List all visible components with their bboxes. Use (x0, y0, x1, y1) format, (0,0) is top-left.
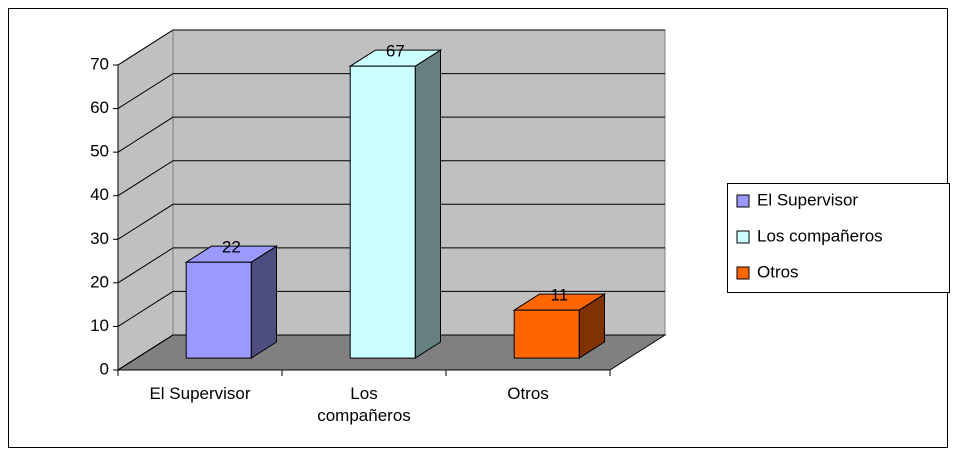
y-tick-label: 30 (90, 229, 109, 248)
side-wall (117, 29, 174, 371)
bar-side (414, 49, 441, 360)
grid-line (117, 334, 665, 371)
y-tick-label: 50 (90, 142, 109, 161)
y-tick-label: 40 (90, 185, 109, 204)
x-tick-label: Otros (507, 384, 549, 403)
grid-line (117, 203, 665, 240)
legend-swatch (736, 194, 750, 208)
grid-line (117, 116, 665, 153)
data-label: 67 (386, 42, 405, 61)
grid-line (117, 160, 665, 197)
grid-line (117, 73, 665, 109)
y-tick-label: 70 (90, 54, 109, 73)
y-tick-label: 10 (90, 316, 109, 335)
legend-label: El Supervisor (757, 190, 858, 209)
data-label: 11 (551, 286, 569, 305)
y-tick-label: 0 (100, 359, 109, 378)
grid-line (117, 247, 665, 284)
x-tick-label: Los compañeros (317, 384, 411, 425)
bar-side (250, 245, 277, 360)
x-tick-label: El Supervisor (149, 384, 251, 403)
legend-swatch (736, 230, 750, 244)
bar (349, 65, 416, 359)
y-tick-label: 20 (90, 272, 109, 291)
legend (727, 183, 950, 293)
legend-label: Otros (757, 262, 799, 281)
legend-swatch (736, 266, 750, 280)
grid-line (117, 29, 665, 66)
bar (513, 309, 580, 359)
y-tick-label: 60 (90, 98, 109, 117)
legend-label: Los compañeros (757, 226, 883, 245)
data-label: 22 (222, 238, 241, 257)
bar (185, 261, 252, 359)
grid-line (117, 290, 665, 327)
